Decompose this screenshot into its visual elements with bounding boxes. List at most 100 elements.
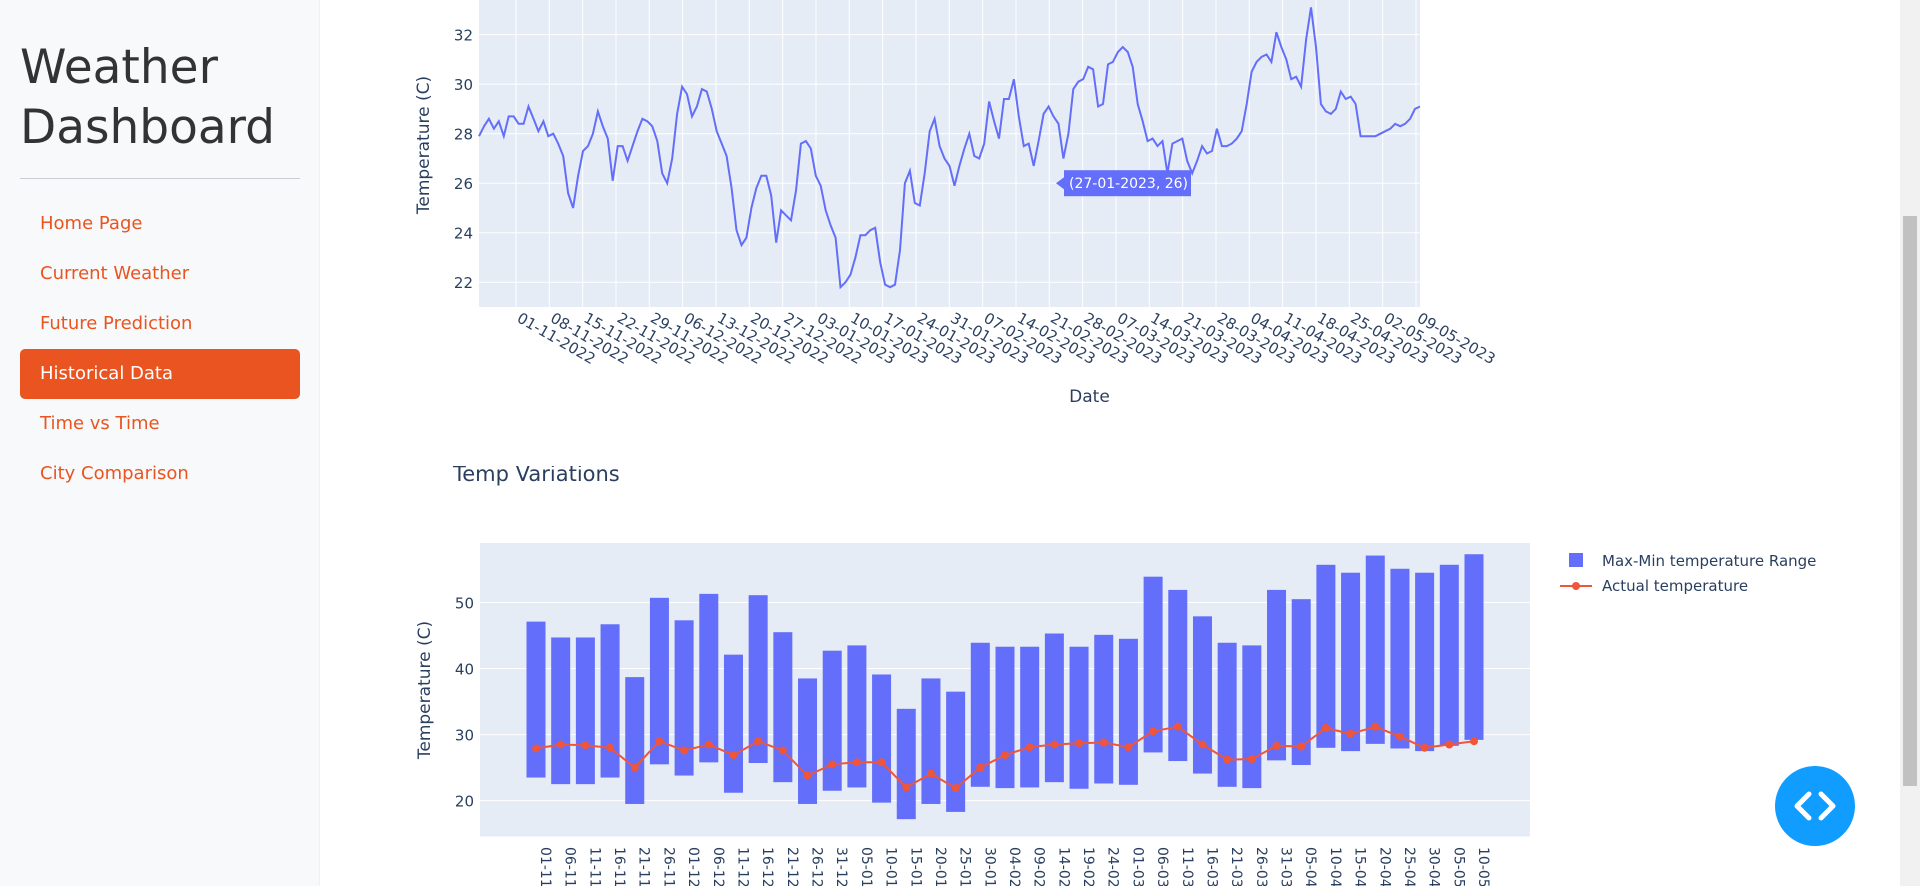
- actual-temp-point: [1198, 740, 1207, 749]
- hover-pointer: [1056, 177, 1064, 190]
- x-tick-label: 06-12: [710, 847, 726, 886]
- range-bar: [872, 674, 892, 803]
- range-bar: [1267, 589, 1287, 761]
- x-tick-label: 09-02: [1031, 847, 1047, 886]
- actual-temp-point: [1099, 738, 1108, 747]
- nav-item-home-page[interactable]: Home Page: [40, 213, 143, 234]
- y-tick-label: 50: [455, 594, 474, 612]
- x-tick-label: 31-12: [833, 847, 849, 886]
- range-bar: [1365, 555, 1385, 744]
- y-tick-label: 28: [454, 126, 473, 144]
- x-tick-label: 10-05: [1475, 847, 1491, 886]
- actual-temp-point: [532, 744, 540, 753]
- legend-marker-actual: [1572, 582, 1580, 590]
- x-tick-label: 16-03: [1203, 847, 1219, 886]
- actual-temp-point: [581, 741, 590, 750]
- nav-item-future-prediction[interactable]: Future Prediction: [40, 313, 193, 334]
- x-tick-label: 30-01: [981, 847, 997, 886]
- range-bar: [1069, 646, 1089, 789]
- y-tick-label: 20: [455, 793, 474, 811]
- x-tick-label: 30-04: [1426, 847, 1442, 886]
- x-tick-label: 26-03: [1253, 847, 1269, 886]
- x-tick-label: 24-02: [1105, 847, 1121, 886]
- x-tick-label: 26-12: [809, 847, 825, 886]
- actual-temp-point: [778, 746, 787, 755]
- main-content: 22 24 26 28 30 32 01-11-2022 08-11-2022 15-11-20…: [320, 0, 1900, 886]
- x-tick-label: 01-11: [537, 847, 553, 886]
- legend-label-actual: Actual temperature: [1602, 577, 1748, 595]
- x-tick-label: 01-03: [1129, 847, 1145, 886]
- code-brackets-icon: [1794, 791, 1836, 821]
- x-tick-label: 05-05: [1450, 847, 1466, 886]
- actual-temp-point: [1075, 739, 1084, 748]
- actual-temp-point: [1272, 741, 1281, 750]
- range-bar: [551, 637, 571, 785]
- actual-temp-point: [1124, 743, 1133, 752]
- actual-temp-point: [556, 740, 565, 749]
- range-bar: [1439, 564, 1459, 746]
- range-bar: [798, 678, 818, 804]
- range-bar: [1168, 589, 1188, 762]
- actual-temp-point: [754, 737, 763, 746]
- x-tick-label: 01-12: [685, 847, 701, 886]
- hover-label: (27-01-2023, 26): [1069, 176, 1188, 192]
- range-bar: [1390, 568, 1410, 749]
- range-bar: [649, 597, 669, 765]
- actual-temp-point: [1223, 755, 1232, 764]
- x-tick-label: 04-02: [1006, 847, 1022, 886]
- x-tick-label: 15-01: [907, 847, 923, 886]
- range-bar: [1118, 638, 1138, 785]
- actual-temp-point: [655, 737, 664, 746]
- range-bar: [773, 632, 793, 783]
- x-tick-label: 16-11: [611, 847, 627, 886]
- temperature-line: [478, 7, 1421, 290]
- range-bar: [1316, 564, 1336, 748]
- scrollbar-thumb[interactable]: [1903, 216, 1917, 786]
- x-tick-label: 06-11: [562, 847, 578, 886]
- range-bar: [600, 624, 620, 778]
- range-bar: [526, 621, 546, 778]
- range-bar: [1217, 642, 1237, 787]
- actual-temp-point: [1346, 729, 1355, 738]
- actual-temp-point: [1050, 740, 1059, 749]
- temp-variations-chart[interactable]: Temp Variations 20 30 40 50 01-11 06-11 11-11 16…: [320, 466, 1900, 886]
- actual-temp-point: [1420, 743, 1429, 752]
- x-tick-label: 15-04: [1352, 847, 1368, 886]
- x-tick-label: 06-03: [1154, 847, 1170, 886]
- range-bar: [674, 620, 694, 776]
- x-axis-title: Date: [1069, 387, 1110, 407]
- nav-item-current-weather[interactable]: Current Weather: [40, 263, 190, 284]
- x-tick-label: 05-04: [1302, 847, 1318, 886]
- range-bar: [1192, 616, 1212, 774]
- code-toggle-button[interactable]: [1775, 766, 1855, 846]
- x-tick-label: 10-04: [1327, 847, 1343, 886]
- nav-item-time-vs-time[interactable]: Time vs Time: [40, 413, 160, 434]
- actual-temp-point: [1173, 722, 1182, 731]
- nav-item-city-comparison[interactable]: City Comparison: [40, 463, 189, 484]
- x-tick-label: 20-04: [1376, 847, 1392, 886]
- x-tick-label: 11-03: [1179, 847, 1195, 886]
- temperature-line-chart[interactable]: 22242628303201-11-202208-11-202215-11-20…: [320, 0, 1900, 420]
- range-bar: [1341, 572, 1361, 752]
- actual-temp-point: [1470, 737, 1478, 746]
- legend-swatch-range: [1569, 553, 1583, 567]
- x-tick-label: 11-11: [586, 847, 602, 886]
- range-bar: [970, 642, 990, 787]
- range-bar: [896, 708, 916, 820]
- actual-temp-point: [680, 746, 689, 755]
- actual-temp-point: [1371, 722, 1380, 731]
- actual-temp-point: [1445, 740, 1454, 749]
- y-axis-title: Temperature (C): [415, 621, 435, 760]
- y-tick-label: 22: [454, 274, 473, 292]
- x-tick-label: 25-04: [1401, 847, 1417, 886]
- y-tick-label: 32: [454, 27, 473, 45]
- actual-temp-point: [828, 760, 837, 769]
- range-bar: [1044, 633, 1064, 783]
- range-bar: [575, 637, 595, 785]
- legend-label-range: Max-Min temperature Range: [1602, 552, 1816, 570]
- sidebar-nav: Home Page Current Weather Future Predictio…: [20, 199, 300, 499]
- nav-item-historical-data[interactable]: Historical Data: [20, 349, 300, 399]
- range-bar: [1464, 554, 1484, 740]
- actual-temp-point: [1395, 732, 1404, 741]
- x-tick-label: 14-02: [1055, 847, 1071, 886]
